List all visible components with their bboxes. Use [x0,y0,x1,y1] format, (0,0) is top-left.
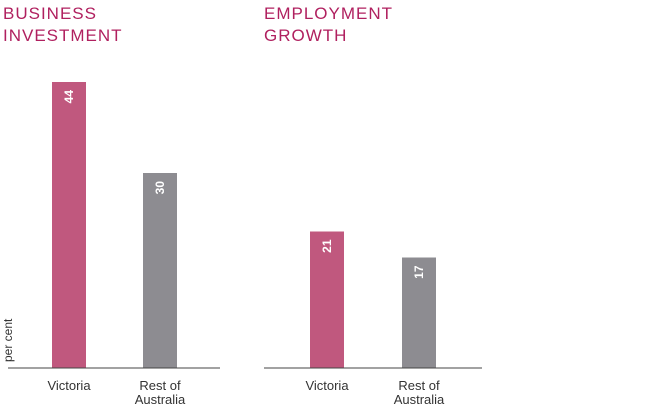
y-axis-label: per cent [1,318,15,362]
chart-panel-2: EMPLOYMENT GROWTH 21 Victoria 17 Rest of Austr… [264,4,482,407]
bar-value-label: 21 [320,239,334,253]
category-label-line: Australia [135,392,186,407]
chart-title-line: EMPLOYMENT [264,4,393,23]
bar-victoria [52,82,86,368]
bar-value-label: 44 [62,90,76,104]
bar-rest-of-australia [402,257,436,368]
category-label-line: Rest of [139,378,181,393]
category-label: Rest of Australia [394,378,445,407]
chart-title-line: GROWTH [264,26,347,45]
bar-rest-of-australia [143,173,177,368]
bar-value-label: 30 [153,181,167,195]
chart-title-line: BUSINESS [3,4,97,23]
bar-value-label: 17 [412,265,426,279]
category-label-line: Rest of [398,378,440,393]
category-label: Victoria [47,378,91,393]
category-label: Rest of Australia [135,378,186,407]
chart-title: EMPLOYMENT GROWTH [264,4,393,45]
category-label-line: Victoria [305,378,349,393]
chart-panel-1: BUSINESS INVESTMENT per cent 44 Victoria 30 Re… [1,4,220,407]
category-label: Victoria [305,378,349,393]
chart-title-line: INVESTMENT [3,26,123,45]
category-label-line: Victoria [47,378,91,393]
chart-title: BUSINESS INVESTMENT [3,4,123,45]
bar-victoria [310,231,344,368]
category-label-line: Australia [394,392,445,407]
